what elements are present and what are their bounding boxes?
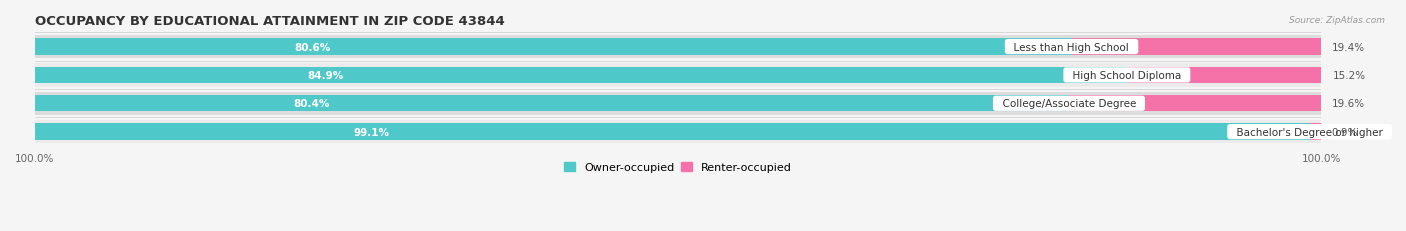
Bar <box>35 121 1322 144</box>
Text: 80.6%: 80.6% <box>294 42 330 52</box>
Text: 99.1%: 99.1% <box>353 127 389 137</box>
Text: 19.4%: 19.4% <box>1331 42 1365 52</box>
Bar <box>35 92 1322 116</box>
Bar <box>1071 39 1322 55</box>
Text: OCCUPANCY BY EDUCATIONAL ATTAINMENT IN ZIP CODE 43844: OCCUPANCY BY EDUCATIONAL ATTAINMENT IN Z… <box>35 15 505 28</box>
Text: 80.4%: 80.4% <box>294 99 329 109</box>
Bar <box>35 39 1071 55</box>
Bar <box>35 36 1322 59</box>
Text: Less than High School: Less than High School <box>1008 42 1136 52</box>
Text: College/Associate Degree: College/Associate Degree <box>995 99 1143 109</box>
Text: 84.9%: 84.9% <box>308 71 344 81</box>
Bar <box>35 124 1309 140</box>
Text: Source: ZipAtlas.com: Source: ZipAtlas.com <box>1289 16 1385 25</box>
Bar <box>35 96 1069 112</box>
Bar <box>35 64 1322 87</box>
Text: High School Diploma: High School Diploma <box>1066 71 1188 81</box>
Bar <box>1309 124 1322 140</box>
Bar <box>1069 96 1322 112</box>
Text: 15.2%: 15.2% <box>1333 71 1365 81</box>
Bar <box>35 67 1126 84</box>
Text: Bachelor's Degree or higher: Bachelor's Degree or higher <box>1230 127 1389 137</box>
Text: 19.6%: 19.6% <box>1331 99 1365 109</box>
Text: 0.9%: 0.9% <box>1331 127 1358 137</box>
Legend: Owner-occupied, Renter-occupied: Owner-occupied, Renter-occupied <box>560 158 796 177</box>
Bar <box>1126 67 1323 84</box>
